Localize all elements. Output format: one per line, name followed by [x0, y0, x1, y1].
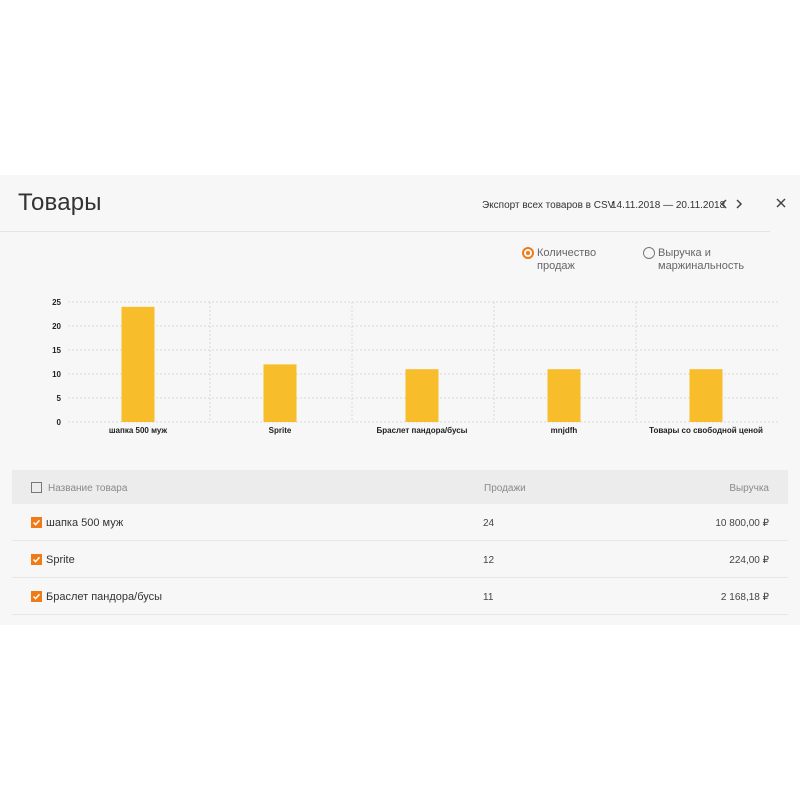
date-range: 14.11.2018 — 20.11.2018	[611, 200, 726, 211]
radio-label-line: продаж	[537, 260, 575, 272]
radio-sales-count-label[interactable]: Количество продаж	[537, 247, 596, 273]
y-tick-label: 25	[52, 298, 61, 307]
row-checkbox[interactable]	[31, 554, 42, 565]
row-product-name: шапка 500 муж	[46, 517, 124, 529]
products-panel: Товары Экспорт всех товаров в CSV 14.11.…	[0, 175, 800, 625]
radio-revenue-margin-label[interactable]: Выручка и маржинальность	[658, 247, 744, 273]
radio-revenue-margin[interactable]	[643, 247, 655, 259]
bar-2	[405, 369, 439, 422]
radio-label-line: маржинальность	[658, 260, 745, 272]
row-product-name: Браслет пандора/бусы	[46, 591, 163, 603]
bar-4	[689, 369, 723, 422]
radio-label-line: Выручка и	[658, 247, 711, 259]
y-tick-label: 15	[52, 346, 61, 355]
close-icon	[776, 198, 786, 208]
row-sales: 11	[483, 592, 494, 603]
x-category-label: Браслет пандора/бусы	[377, 426, 468, 435]
x-category-label: mnjdfh	[551, 426, 578, 435]
column-header-sales[interactable]: Продажи	[484, 483, 526, 494]
y-tick-label: 5	[57, 394, 62, 403]
column-header-revenue[interactable]: Выручка	[729, 483, 769, 494]
checkmark-icon	[32, 519, 41, 526]
radio-label-line: Количество	[537, 247, 597, 259]
row-revenue: 2 168,18 ₽	[720, 592, 769, 603]
page-title: Товары	[18, 189, 102, 216]
y-tick-label: 0	[57, 418, 62, 427]
products-table: Название товара Продажи Выручка шапка 50…	[12, 470, 788, 615]
bar-1	[263, 364, 297, 422]
export-csv-link[interactable]: Экспорт всех товаров в CSV	[482, 200, 615, 211]
table-row[interactable]: шапка 500 муж 24 10 800,00 ₽	[12, 504, 788, 541]
x-category-label: Товары со свободной ценой	[649, 426, 763, 435]
header-divider	[0, 231, 770, 232]
y-tick-label: 20	[52, 322, 61, 331]
row-revenue: 224,00 ₽	[729, 555, 769, 566]
row-sales: 24	[483, 518, 495, 529]
chevron-left-icon	[720, 199, 727, 209]
y-tick-label: 10	[52, 370, 61, 379]
next-period-button[interactable]	[731, 195, 747, 213]
x-category-label: шапка 500 муж	[109, 426, 168, 435]
prev-period-button[interactable]	[716, 195, 732, 213]
row-revenue: 10 800,00 ₽	[715, 518, 769, 529]
close-button[interactable]	[772, 194, 790, 212]
row-checkbox[interactable]	[31, 591, 42, 602]
table-row[interactable]: Sprite 12 224,00 ₽	[12, 541, 788, 578]
bar-0	[121, 306, 155, 422]
bar-3	[547, 369, 581, 422]
sales-bar-chart: 0 5 10 15 20 25 шапка 500 муж Sprite Браслет пан…	[52, 298, 778, 435]
row-sales: 12	[483, 555, 495, 566]
select-all-checkbox[interactable]	[31, 482, 42, 493]
row-product-name: Sprite	[46, 554, 75, 566]
chevron-right-icon	[736, 199, 743, 209]
table-header: Название товара Продажи Выручка	[12, 470, 788, 504]
checkmark-icon	[32, 593, 41, 600]
checkmark-icon	[32, 556, 41, 563]
row-checkbox[interactable]	[31, 517, 42, 528]
x-category-label: Sprite	[269, 426, 292, 435]
table-row[interactable]: Браслет пандора/бусы 11 2 168,18 ₽	[12, 578, 788, 615]
column-header-name[interactable]: Название товара	[48, 483, 128, 494]
radio-sales-count[interactable]	[522, 247, 534, 259]
